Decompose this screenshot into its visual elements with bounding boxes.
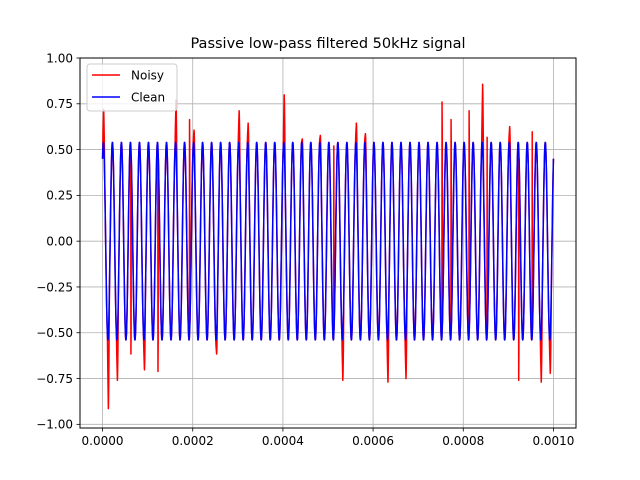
y-tick-label: 1.00 — [46, 51, 73, 65]
y-tick-label: −1.00 — [36, 418, 73, 432]
x-tick-label: 0.0008 — [442, 434, 484, 448]
y-tick-label: −0.25 — [36, 280, 73, 294]
y-tick-label: 0.25 — [46, 189, 73, 203]
x-tick-label: 0.0000 — [82, 434, 124, 448]
y-tick-label: −0.75 — [36, 372, 73, 386]
chart-title: Passive low-pass filtered 50kHz signal — [190, 36, 465, 52]
tick-layer: 0.0000 0.0002 0.0004 0.0006 0.0008 0.0010 −1.0… — [36, 51, 574, 448]
x-tick-label: 0.0006 — [352, 434, 394, 448]
y-tick-label: 0.50 — [46, 143, 73, 157]
series-line-clean — [101, 141, 555, 341]
legend-label-noisy: Noisy — [131, 69, 164, 83]
x-tick-label: 0.0002 — [172, 434, 214, 448]
y-tick-label: 0.75 — [46, 97, 73, 111]
y-tick-label: −0.50 — [36, 326, 73, 340]
plot-frame — [79, 57, 577, 429]
x-tick-label: 0.0004 — [262, 434, 304, 448]
legend-label-clean: Clean — [131, 91, 165, 105]
y-tick-label: 0.00 — [46, 234, 73, 248]
x-tick-label: 0.0010 — [532, 434, 574, 448]
legend: Noisy Clean — [86, 63, 178, 112]
series-layer — [101, 83, 555, 410]
